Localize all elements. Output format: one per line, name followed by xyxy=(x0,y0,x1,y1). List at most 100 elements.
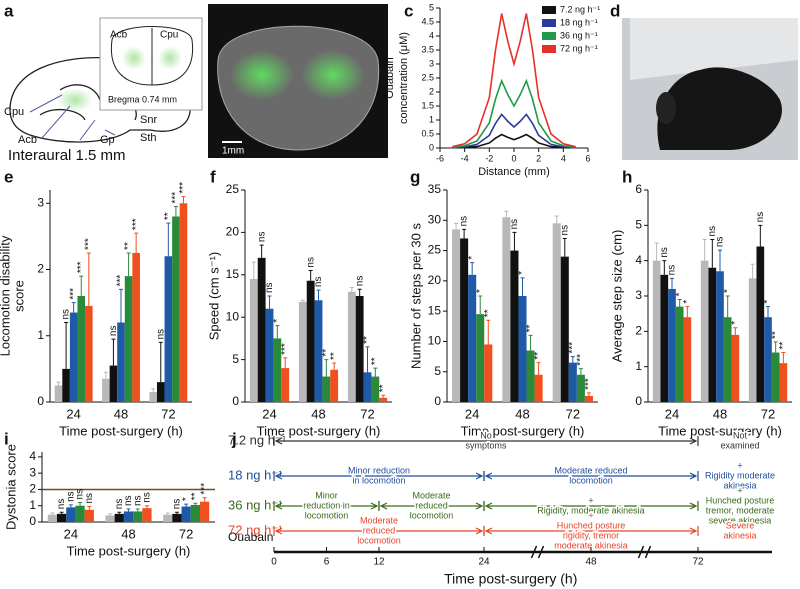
legend-label: 36 ng h⁻¹ xyxy=(560,30,598,40)
significance: ** xyxy=(163,212,174,220)
significance: ** xyxy=(770,331,781,339)
y-tick-label: 5 xyxy=(635,218,642,232)
error-bar xyxy=(718,249,722,272)
error-bar xyxy=(578,368,583,375)
bar xyxy=(249,279,258,402)
bar xyxy=(132,252,140,402)
legend-swatch xyxy=(542,32,556,40)
y-tick-label: 4 xyxy=(429,30,434,40)
bar xyxy=(75,505,85,522)
bar xyxy=(322,376,331,402)
legend-label: 18 ng h⁻¹ xyxy=(560,17,598,27)
significance: *** xyxy=(131,218,142,230)
bar xyxy=(257,257,266,402)
error-bar xyxy=(71,302,76,313)
bar xyxy=(576,374,585,402)
significance: ns xyxy=(132,495,143,506)
bar xyxy=(69,312,78,402)
significance: ns xyxy=(715,237,726,248)
x-tick-label: 48 xyxy=(121,526,135,541)
significance: *** xyxy=(178,182,189,194)
photo-bg xyxy=(630,18,798,80)
error-bar xyxy=(349,287,354,292)
significance: ns xyxy=(354,276,365,287)
error-bar xyxy=(151,388,156,393)
error-bar xyxy=(184,503,189,507)
range-arrow xyxy=(483,501,699,511)
x-tick-label: 6 xyxy=(585,153,590,163)
error-bar xyxy=(119,288,123,323)
significance: * xyxy=(730,321,741,325)
error-bar xyxy=(300,299,305,302)
panel-label: d xyxy=(610,1,620,20)
significance: *** xyxy=(280,343,291,355)
region-label: Acb xyxy=(110,30,128,41)
error-bar xyxy=(662,260,667,275)
error-bar xyxy=(86,252,91,306)
error-bar xyxy=(324,359,329,377)
significance: ns xyxy=(114,499,125,510)
y-tick-label: 5 xyxy=(232,352,239,366)
x-axis-label: Time post-surgery (h) xyxy=(67,543,191,558)
significance: ns xyxy=(123,495,134,506)
panel-label: b xyxy=(212,3,222,22)
error-bar xyxy=(677,299,682,307)
error-bar xyxy=(586,392,591,396)
y-tick-label: 3 xyxy=(635,288,642,302)
error-bar xyxy=(64,322,69,369)
y-axis-label: Speed (cm s⁻¹) xyxy=(206,252,221,341)
significance: * xyxy=(682,300,693,304)
range-arrow xyxy=(273,471,485,481)
bar xyxy=(200,501,210,522)
y-tick-label: 2 xyxy=(29,482,36,496)
significance: *** xyxy=(171,192,182,204)
x-axis-label: Time post-surgery (h) xyxy=(658,423,782,438)
error-bar xyxy=(108,513,113,516)
x-tick-label: 48 xyxy=(311,406,325,421)
error-bar xyxy=(78,501,83,506)
bar xyxy=(66,507,76,522)
axis-break xyxy=(637,545,652,559)
region-label: Cpu xyxy=(4,106,24,118)
error-bar xyxy=(267,295,272,309)
error-bar xyxy=(766,306,770,318)
error-bar xyxy=(554,215,559,224)
error-bar xyxy=(373,367,378,377)
range-text: Moderate xyxy=(360,515,398,525)
y-axis-label: Ouabain xyxy=(384,57,396,99)
significance: ns xyxy=(65,491,76,502)
y-tick-label: 30 xyxy=(428,212,442,226)
outcome-note: + xyxy=(737,460,742,470)
x-axis-label: Time post-surgery (h) xyxy=(257,423,381,438)
significance: * xyxy=(467,256,478,260)
y-tick-label: 25 xyxy=(428,243,442,257)
bar xyxy=(756,246,765,402)
range-arrow xyxy=(483,471,699,481)
significance: ns xyxy=(142,492,153,503)
row-label: 18 ng h⁻¹ xyxy=(228,467,283,482)
y-tick-label: 25 xyxy=(226,182,240,196)
error-bar xyxy=(486,319,491,345)
bar xyxy=(330,369,339,402)
error-bar xyxy=(126,252,131,277)
x-tick-label: 24 xyxy=(262,406,276,421)
error-bar xyxy=(781,352,786,364)
bar xyxy=(133,511,143,522)
row-label: 7.2 ng h⁻¹ xyxy=(228,432,287,447)
error-bar xyxy=(181,196,186,204)
bar xyxy=(117,322,125,402)
error-bar xyxy=(570,356,575,363)
significance: ** xyxy=(378,384,389,392)
bar xyxy=(460,238,469,402)
y-tick-label: 0.5 xyxy=(421,128,434,138)
time-tick-label: 72 xyxy=(692,557,704,568)
y-axis-label: concentration (μM) xyxy=(398,32,410,124)
significance: * xyxy=(272,319,283,323)
bar xyxy=(298,301,307,402)
bar xyxy=(716,271,724,402)
significance: ns xyxy=(707,226,718,237)
significance: ** xyxy=(321,349,332,357)
y-tick-label: 20 xyxy=(428,273,442,287)
error-bar xyxy=(504,210,509,218)
